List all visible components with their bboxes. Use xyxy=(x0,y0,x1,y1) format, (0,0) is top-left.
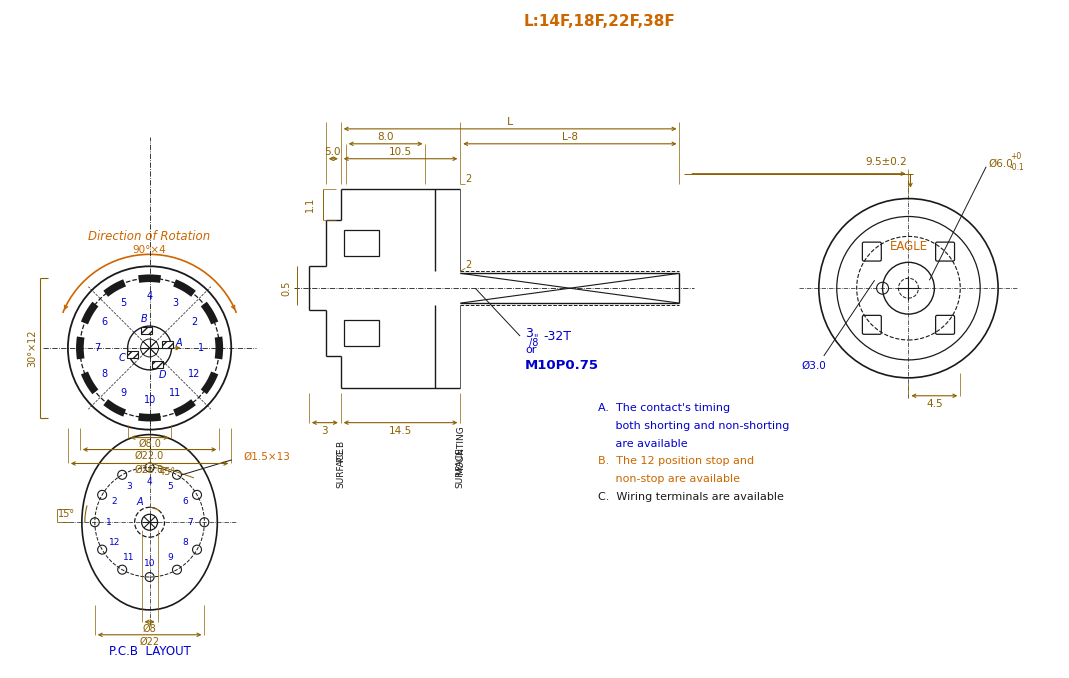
Text: Ø22: Ø22 xyxy=(140,637,159,647)
Text: 5: 5 xyxy=(121,298,127,308)
Text: 7: 7 xyxy=(95,343,100,353)
Text: 45°: 45° xyxy=(159,467,176,477)
Text: 2: 2 xyxy=(191,317,198,327)
Text: L-8: L-8 xyxy=(562,132,578,142)
Text: 1: 1 xyxy=(199,343,204,353)
Text: 0.5: 0.5 xyxy=(281,281,291,296)
Text: Ø26.0: Ø26.0 xyxy=(135,464,165,475)
Text: Ø3.0: Ø3.0 xyxy=(802,361,826,371)
Text: SURFACE: SURFACE xyxy=(455,447,465,487)
Text: -0.1: -0.1 xyxy=(1010,163,1025,172)
Text: B: B xyxy=(141,313,148,323)
Text: Ø6.0: Ø6.0 xyxy=(988,159,1013,169)
Text: A: A xyxy=(175,338,183,348)
Text: EAGLE: EAGLE xyxy=(889,240,928,253)
Text: 11: 11 xyxy=(123,553,135,562)
Text: 10: 10 xyxy=(143,395,156,405)
Text: C: C xyxy=(119,353,125,363)
Text: 12: 12 xyxy=(188,369,201,379)
Text: 11: 11 xyxy=(169,388,182,398)
Text: 2: 2 xyxy=(111,498,117,506)
Text: 2: 2 xyxy=(465,260,471,271)
Text: C.  Wiring terminals are available: C. Wiring terminals are available xyxy=(598,492,784,502)
Text: 15°: 15° xyxy=(59,509,76,519)
Text: 8: 8 xyxy=(182,538,188,547)
Text: 12: 12 xyxy=(109,538,120,547)
Text: or: or xyxy=(525,345,537,355)
Text: MOUNTING: MOUNTING xyxy=(455,426,465,475)
Text: D: D xyxy=(158,370,166,380)
Text: 10: 10 xyxy=(144,559,155,567)
Bar xyxy=(344,320,378,346)
Text: 3: 3 xyxy=(525,327,533,340)
Text: 9: 9 xyxy=(167,553,173,562)
Text: A.  The contact's timing: A. The contact's timing xyxy=(598,403,730,413)
Text: 8.0: 8.0 xyxy=(377,132,393,142)
Text: 3: 3 xyxy=(322,426,328,436)
Text: 90°×4: 90°×4 xyxy=(133,245,167,256)
Text: 9.5±0.2: 9.5±0.2 xyxy=(866,157,908,167)
FancyBboxPatch shape xyxy=(161,341,173,348)
Text: +0: +0 xyxy=(1010,153,1021,161)
Text: 14.5: 14.5 xyxy=(389,426,413,436)
Text: 1: 1 xyxy=(106,518,111,527)
Text: P.C.B: P.C.B xyxy=(337,439,345,462)
Text: are available: are available xyxy=(598,439,687,449)
Text: 5.0: 5.0 xyxy=(325,146,341,157)
Text: 8: 8 xyxy=(102,369,108,379)
Text: 7: 7 xyxy=(187,518,193,527)
Text: L: L xyxy=(507,117,513,127)
Text: 3: 3 xyxy=(126,482,133,492)
Text: -32T: -32T xyxy=(543,330,571,342)
Text: Ø1.5×13: Ø1.5×13 xyxy=(243,452,290,462)
Text: M10P0.75: M10P0.75 xyxy=(525,359,599,372)
Text: Ø22.0: Ø22.0 xyxy=(135,450,165,460)
Text: L:14F,18F,22F,38F: L:14F,18F,22F,38F xyxy=(524,14,676,28)
Text: ": " xyxy=(533,333,538,343)
Text: 6: 6 xyxy=(182,498,188,506)
Text: B.  The 12 position stop and: B. The 12 position stop and xyxy=(598,456,754,466)
Text: Direction of Rotation: Direction of Rotation xyxy=(89,230,211,243)
FancyBboxPatch shape xyxy=(141,327,152,334)
Text: 10.5: 10.5 xyxy=(389,146,413,157)
Text: /8: /8 xyxy=(529,338,539,348)
Text: 4: 4 xyxy=(146,291,153,301)
Text: 1.1: 1.1 xyxy=(305,197,315,212)
Text: non-stop are available: non-stop are available xyxy=(598,475,740,484)
Bar xyxy=(344,231,378,256)
Text: A: A xyxy=(137,498,143,507)
Text: 3: 3 xyxy=(172,298,179,308)
Text: 4: 4 xyxy=(146,477,153,486)
Text: 30°×12: 30°×12 xyxy=(27,330,37,367)
Text: 9: 9 xyxy=(121,388,127,398)
Text: P.C.B  LAYOUT: P.C.B LAYOUT xyxy=(109,645,190,658)
Text: SURFACE: SURFACE xyxy=(337,447,345,487)
Text: 2: 2 xyxy=(465,174,471,184)
Text: Ø8.0: Ø8.0 xyxy=(138,439,161,449)
Text: Ø8: Ø8 xyxy=(142,624,156,634)
Text: 5: 5 xyxy=(167,482,173,492)
FancyBboxPatch shape xyxy=(127,351,138,357)
Text: 6: 6 xyxy=(102,317,108,327)
FancyBboxPatch shape xyxy=(152,361,162,367)
Text: both shorting and non-shorting: both shorting and non-shorting xyxy=(598,420,789,431)
Text: 4.5: 4.5 xyxy=(926,399,943,409)
